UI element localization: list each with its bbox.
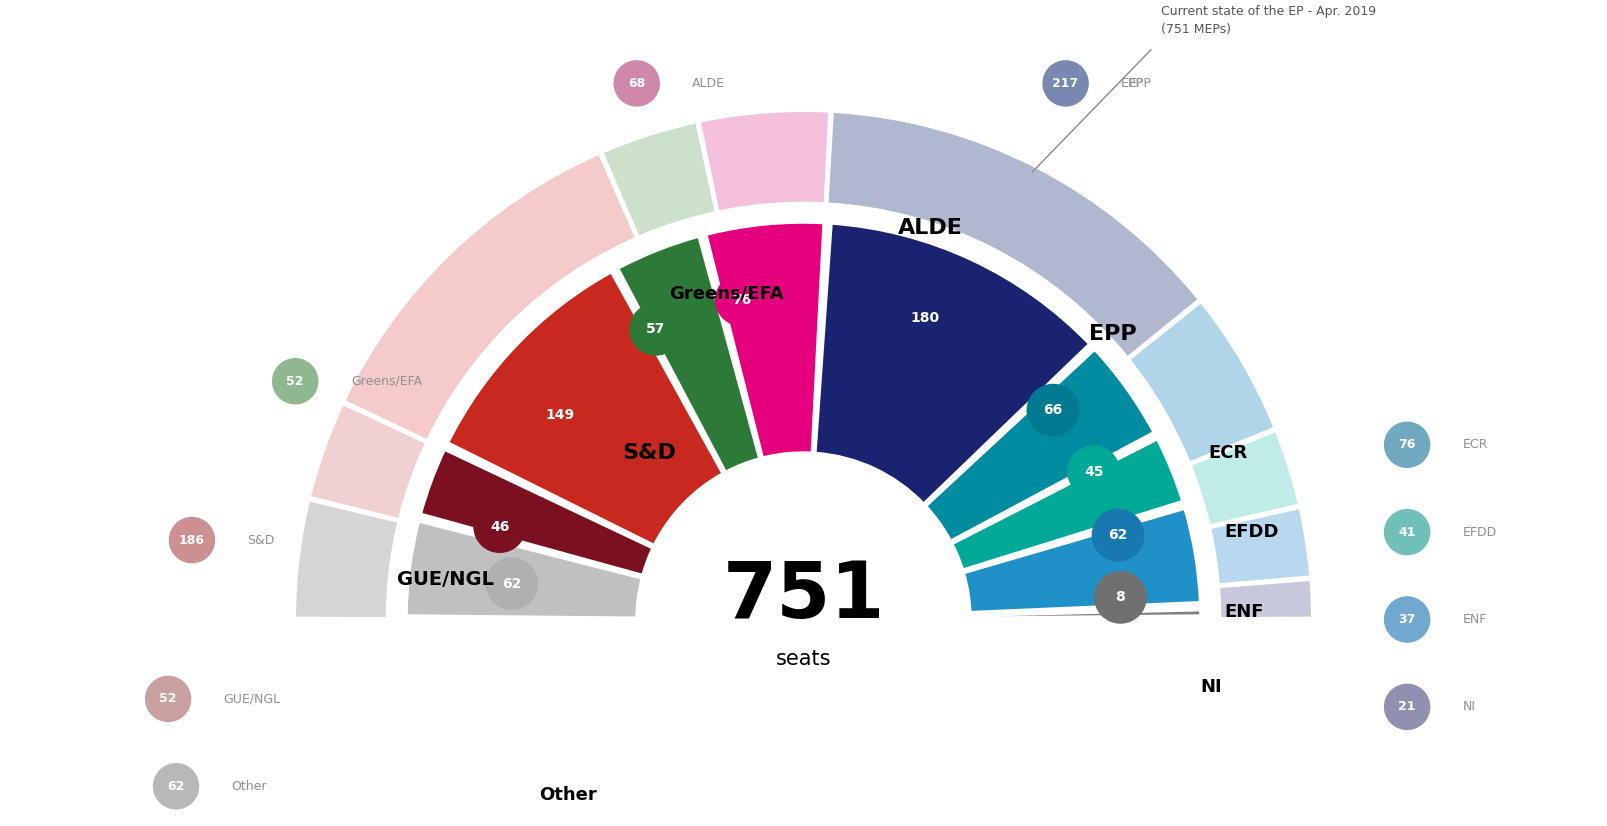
Text: ENF: ENF xyxy=(1462,613,1486,626)
Wedge shape xyxy=(701,112,829,211)
Text: 76: 76 xyxy=(731,293,750,306)
Circle shape xyxy=(487,558,537,609)
Text: NI: NI xyxy=(1462,700,1475,714)
Text: GUE/NGL: GUE/NGL xyxy=(223,692,281,705)
Wedge shape xyxy=(705,222,824,458)
Wedge shape xyxy=(1130,302,1274,463)
Circle shape xyxy=(535,390,585,440)
Wedge shape xyxy=(951,439,1183,570)
Text: 186: 186 xyxy=(178,534,206,547)
Circle shape xyxy=(900,292,950,343)
Text: ALDE: ALDE xyxy=(898,218,963,238)
Circle shape xyxy=(1028,385,1078,435)
Wedge shape xyxy=(448,272,723,545)
Text: 62: 62 xyxy=(501,577,522,591)
Text: 52: 52 xyxy=(159,692,177,705)
Text: 66: 66 xyxy=(1043,403,1062,417)
Text: NI: NI xyxy=(1200,678,1223,696)
Text: Greens/EFA: Greens/EFA xyxy=(350,375,423,387)
Wedge shape xyxy=(1220,580,1311,618)
Text: 41: 41 xyxy=(1398,525,1416,539)
Circle shape xyxy=(474,501,525,552)
Text: Greens/EFA: Greens/EFA xyxy=(669,285,784,303)
Circle shape xyxy=(1385,423,1429,467)
Text: 180: 180 xyxy=(911,311,940,325)
Text: 8: 8 xyxy=(1115,591,1125,605)
Text: EPP: EPP xyxy=(1090,324,1138,344)
Text: ECR: ECR xyxy=(1462,439,1488,451)
Circle shape xyxy=(615,62,659,105)
Text: 45: 45 xyxy=(1083,465,1104,478)
Text: 62: 62 xyxy=(167,780,185,793)
Text: 62: 62 xyxy=(1109,528,1128,542)
Wedge shape xyxy=(926,349,1154,541)
Text: 37: 37 xyxy=(1398,613,1416,626)
Circle shape xyxy=(1069,447,1118,496)
Wedge shape xyxy=(407,521,641,618)
Circle shape xyxy=(170,518,214,562)
Text: ECR: ECR xyxy=(1208,444,1247,462)
Circle shape xyxy=(1385,685,1429,729)
Circle shape xyxy=(1385,510,1429,554)
Text: 751: 751 xyxy=(722,558,885,634)
Wedge shape xyxy=(815,223,1090,504)
Wedge shape xyxy=(964,509,1200,612)
Wedge shape xyxy=(828,112,1199,357)
Circle shape xyxy=(630,304,681,354)
Circle shape xyxy=(154,764,198,808)
Wedge shape xyxy=(421,449,652,575)
Text: 149: 149 xyxy=(545,408,575,422)
Text: 52: 52 xyxy=(286,375,304,387)
Text: Other: Other xyxy=(231,780,267,793)
Wedge shape xyxy=(296,501,399,618)
Text: 217: 217 xyxy=(1053,77,1078,90)
Text: seats: seats xyxy=(776,649,831,669)
Circle shape xyxy=(1096,572,1146,622)
Wedge shape xyxy=(619,236,760,472)
Circle shape xyxy=(717,275,767,325)
Text: GUE/NGL: GUE/NGL xyxy=(397,570,493,589)
Wedge shape xyxy=(603,123,715,236)
Text: EPP: EPP xyxy=(1130,77,1152,90)
Circle shape xyxy=(1045,62,1088,105)
Text: EFDD: EFDD xyxy=(1225,523,1279,541)
Circle shape xyxy=(273,359,317,403)
Wedge shape xyxy=(1191,431,1298,525)
Text: S&D: S&D xyxy=(622,443,677,463)
Circle shape xyxy=(636,453,971,786)
Text: 57: 57 xyxy=(646,322,665,336)
Wedge shape xyxy=(310,404,426,519)
Text: EPP: EPP xyxy=(1122,77,1144,90)
Text: Other: Other xyxy=(540,786,596,805)
Wedge shape xyxy=(344,154,636,440)
Text: 46: 46 xyxy=(490,520,509,534)
Wedge shape xyxy=(1210,508,1310,584)
Text: ALDE: ALDE xyxy=(693,77,725,90)
Text: 21: 21 xyxy=(1398,700,1416,714)
Circle shape xyxy=(1093,510,1143,560)
Circle shape xyxy=(1385,598,1429,641)
Text: ENF: ENF xyxy=(1225,602,1265,620)
Text: EFDD: EFDD xyxy=(1462,525,1498,539)
Text: 76: 76 xyxy=(1398,439,1416,451)
Circle shape xyxy=(146,677,190,721)
Wedge shape xyxy=(971,610,1200,618)
Text: 68: 68 xyxy=(628,77,646,90)
Text: Current state of the EP - Apr. 2019
(751 MEPs): Current state of the EP - Apr. 2019 (751… xyxy=(1160,5,1376,36)
Text: S&D: S&D xyxy=(247,534,275,547)
